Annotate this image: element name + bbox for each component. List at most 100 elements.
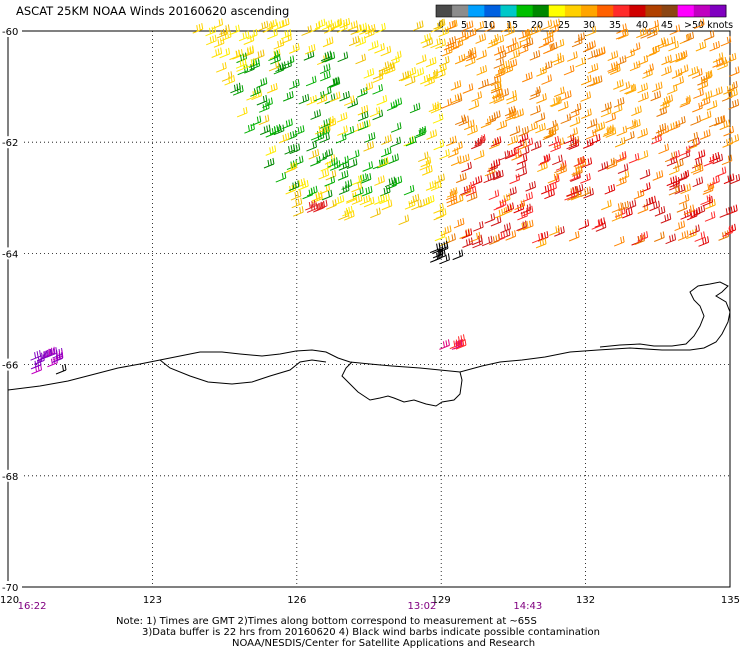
wind-barb <box>728 99 740 110</box>
wind-barb <box>585 25 597 37</box>
wind-barb <box>727 81 738 92</box>
wind-barb <box>432 243 444 254</box>
wind-barb <box>421 165 433 176</box>
wind-barb <box>553 38 565 50</box>
wind-barb <box>522 219 534 231</box>
wind-barb <box>603 124 615 136</box>
wind-barb <box>677 230 689 241</box>
wind-barb <box>363 141 374 152</box>
wind-barb <box>224 75 236 86</box>
wind-barb <box>47 356 58 368</box>
wind-barb <box>447 147 459 158</box>
wind-barb <box>683 31 695 43</box>
wind-barb <box>646 46 657 58</box>
wind-barb <box>728 66 740 77</box>
wind-barb <box>461 228 473 239</box>
wind-barb <box>614 136 626 148</box>
wind-barb <box>669 150 681 161</box>
wind-barb <box>723 125 735 137</box>
wind-barb <box>714 115 725 127</box>
wind-barb <box>580 173 591 184</box>
wind-barb <box>364 132 376 143</box>
wind-barb <box>488 33 500 45</box>
wind-barb <box>601 199 612 211</box>
wind-barb <box>434 173 445 185</box>
wind-barb <box>433 203 444 214</box>
wind-barb <box>450 80 462 91</box>
wind-barb <box>677 64 689 75</box>
wind-barb <box>327 157 339 168</box>
wind-barb <box>433 139 445 151</box>
wind-barb <box>301 25 313 36</box>
wind-barb <box>578 219 590 230</box>
wind-barb <box>380 45 392 57</box>
wind-barb <box>357 104 369 116</box>
wind-barb <box>566 138 578 150</box>
wind-barb <box>411 199 422 211</box>
wind-barb <box>514 199 526 211</box>
wind-barb <box>481 235 493 247</box>
legend-swatch <box>468 5 485 17</box>
wind-barb <box>637 150 649 161</box>
wind-barb <box>580 91 592 102</box>
pass-time-label: 14:43 <box>513 601 542 612</box>
wind-barb <box>563 64 575 76</box>
wind-barb <box>658 38 669 49</box>
legend-swatch <box>597 5 614 17</box>
wind-barb <box>516 140 528 151</box>
wind-barb <box>625 119 637 130</box>
wind-barb <box>325 117 337 129</box>
wind-barb <box>337 125 348 136</box>
wind-barb <box>430 37 441 49</box>
wind-barb <box>582 41 594 53</box>
wind-barb <box>708 116 720 128</box>
wind-barb <box>343 95 355 106</box>
wind-barb <box>429 252 441 263</box>
lon-tick-label: 135 <box>721 595 740 606</box>
wind-barb <box>505 110 516 122</box>
wind-barb <box>553 55 565 66</box>
wind-barb <box>292 155 304 167</box>
wind-barb <box>585 40 596 51</box>
wind-barb <box>703 30 715 41</box>
wind-barb <box>266 19 278 30</box>
wind-barb <box>426 70 438 82</box>
antarctic-coastline <box>7 281 731 407</box>
wind-barb <box>658 143 670 155</box>
wind-barb <box>589 133 601 145</box>
wind-barb <box>328 76 340 88</box>
wind-barb <box>439 339 450 350</box>
wind-barb <box>628 153 640 164</box>
wind-barb <box>601 101 612 113</box>
wind-barb <box>604 183 616 195</box>
wind-barb <box>531 232 543 244</box>
legend-swatch <box>436 5 453 17</box>
wind-barb <box>451 94 463 105</box>
wind-barb <box>500 222 511 234</box>
legend-swatch <box>693 5 711 17</box>
wind-barb <box>642 68 653 79</box>
wind-barb <box>668 184 680 196</box>
wind-barb <box>415 54 427 65</box>
wind-barb <box>367 40 379 51</box>
wind-barb <box>518 126 529 137</box>
wind-barb <box>434 230 446 242</box>
wind-barb <box>229 49 241 61</box>
wind-barb <box>360 173 372 184</box>
wind-barb <box>44 346 56 358</box>
lon-tick-label: 123 <box>143 595 162 606</box>
wind-speed-legend: 051015202530354045>50 knots <box>435 4 733 31</box>
wind-barb <box>246 28 258 40</box>
legend-label: 10 <box>483 20 495 31</box>
wind-barb <box>244 123 255 134</box>
lat-tick-label: -68 <box>2 472 18 483</box>
wind-barb <box>722 137 734 148</box>
wind-barb <box>546 181 557 193</box>
wind-barb <box>535 122 546 134</box>
wind-barb <box>611 211 623 222</box>
wind-barb <box>619 81 631 92</box>
wind-barb <box>728 134 740 145</box>
wind-barb <box>275 61 286 73</box>
wind-barb <box>630 119 641 130</box>
